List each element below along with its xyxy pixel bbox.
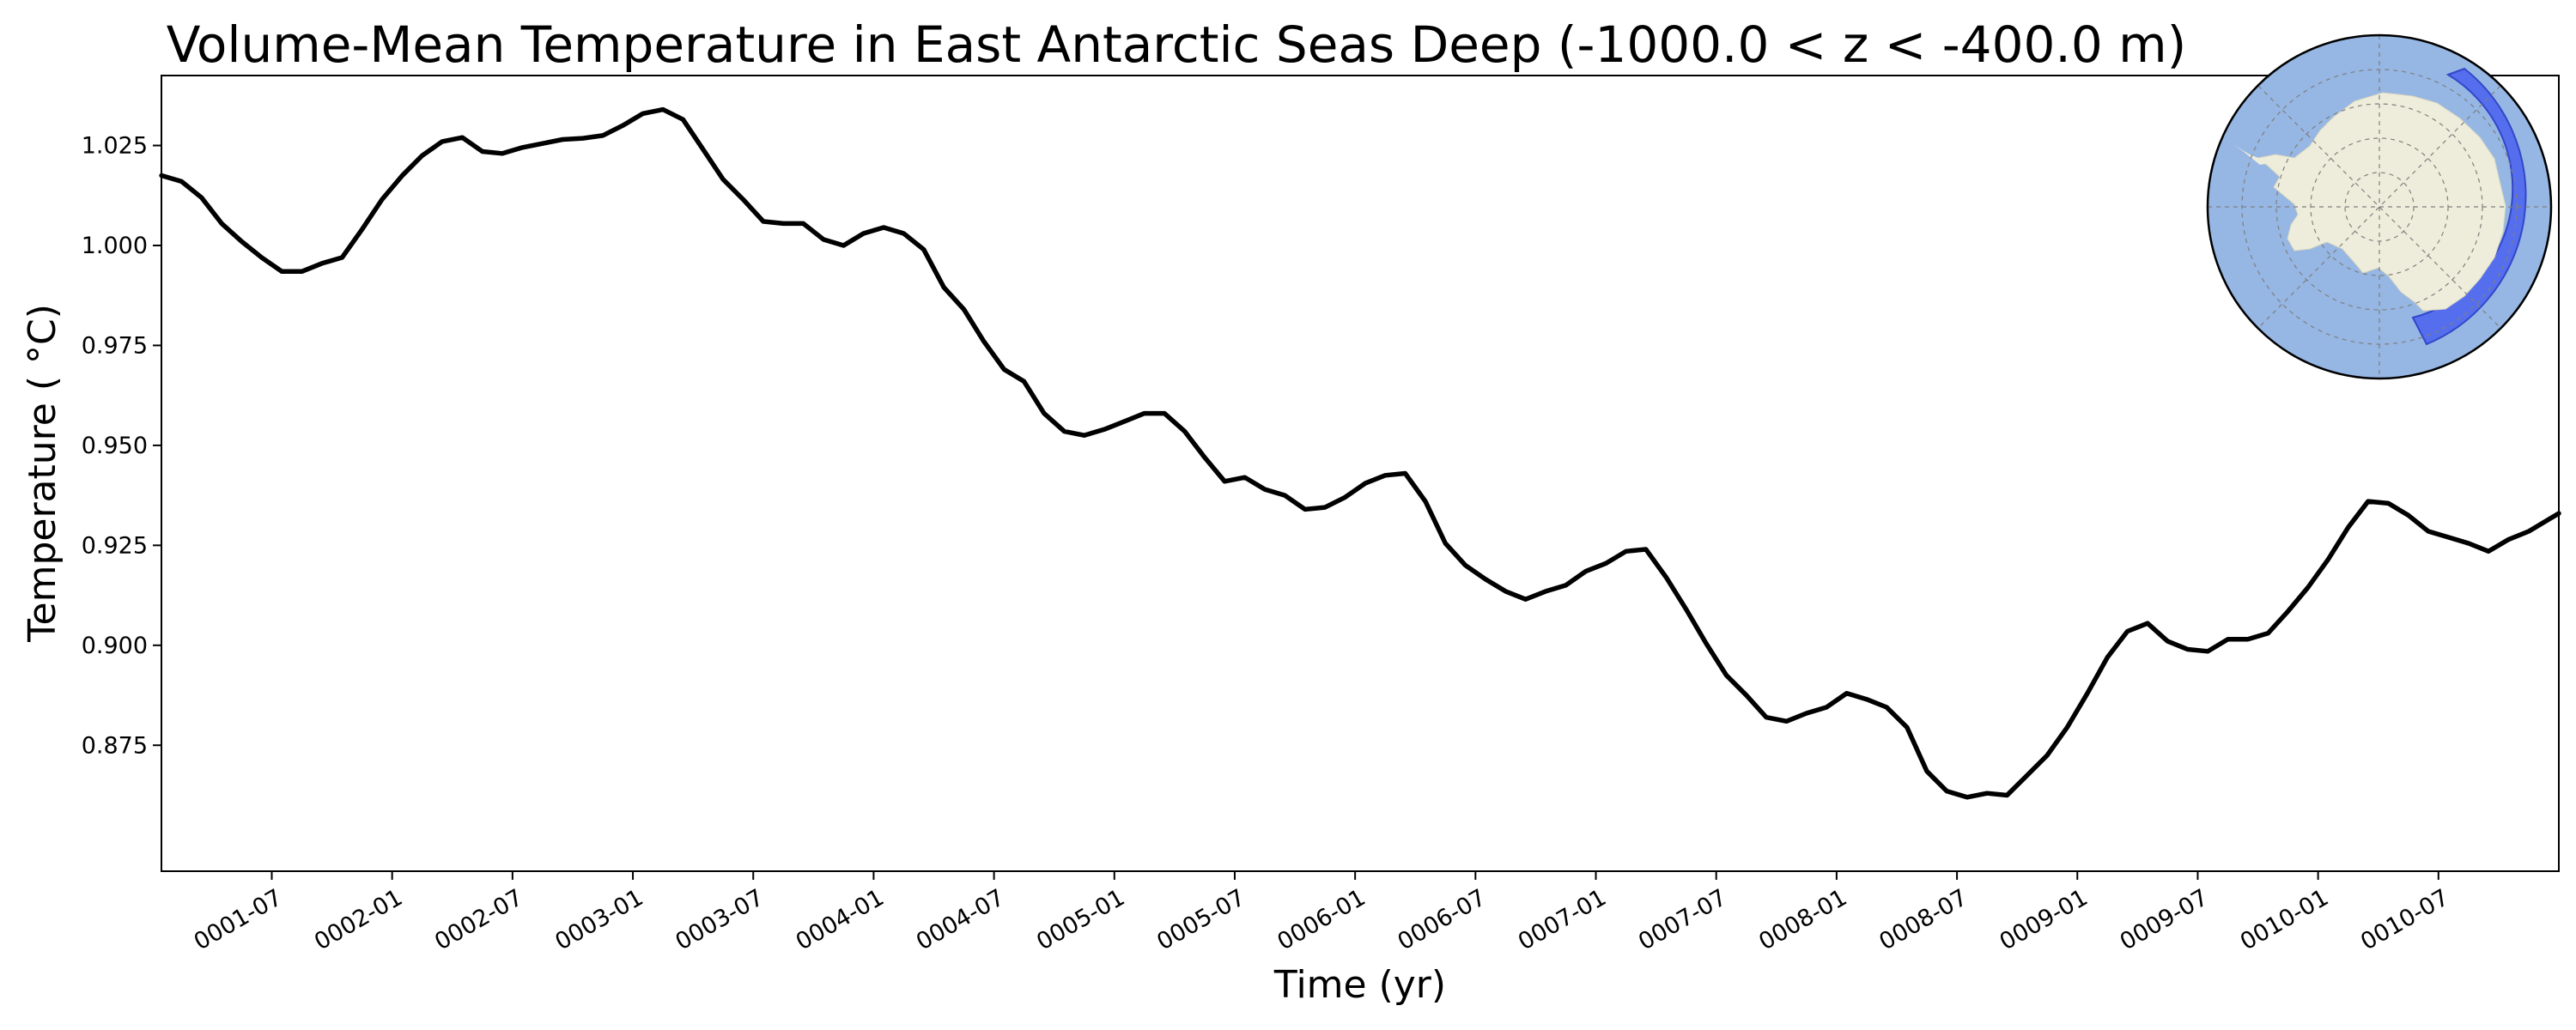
x-tick-label: 0007-07 <box>1634 884 1731 955</box>
x-tick-label: 0002-01 <box>310 884 407 955</box>
y-axis-label: Temperature ( °C) <box>21 304 64 643</box>
y-tick-label: 0.900 <box>82 633 148 659</box>
x-tick-label: 0003-01 <box>550 884 647 955</box>
x-tick-label: 0002-07 <box>430 884 527 955</box>
inset-map-antarctica <box>2206 33 2553 380</box>
inset-region-east-antarctic-seas <box>2411 67 2527 346</box>
y-tick-label: 0.925 <box>82 532 148 559</box>
x-tick-label: 0003-07 <box>671 884 769 955</box>
x-tick-label: 0004-01 <box>792 884 889 955</box>
x-axis: 0001-07 0002-01 0002-07 0003-01 0003-07 0004-… <box>190 871 2453 955</box>
y-tick-label: 1.000 <box>82 233 148 259</box>
x-axis-label: Time (yr) <box>1273 963 1446 1007</box>
y-tick-label: 0.875 <box>82 732 148 759</box>
y-axis: 0.875 0.900 0.925 0.950 0.975 1.000 1.025 <box>82 133 161 759</box>
inset-gridlines <box>2208 35 2551 379</box>
x-tick-label: 0009-01 <box>1996 884 2093 955</box>
x-tick-label: 0001-07 <box>190 884 287 955</box>
x-tick-label: 0010-07 <box>2356 884 2453 955</box>
x-tick-label: 0007-01 <box>1514 884 1611 955</box>
x-tick-label: 0010-01 <box>2236 884 2333 955</box>
x-tick-label: 0004-07 <box>912 884 1009 955</box>
chart-title: Volume-Mean Temperature in East Antarcti… <box>167 15 2187 74</box>
inset-land-peninsula <box>2233 144 2271 165</box>
x-tick-label: 0005-07 <box>1152 884 1249 955</box>
y-tick-label: 0.975 <box>82 332 148 359</box>
x-tick-label: 0005-01 <box>1032 884 1129 955</box>
x-tick-label: 0008-01 <box>1754 884 1851 955</box>
x-tick-label: 0008-07 <box>1874 884 1971 955</box>
series-layer <box>159 106 2561 800</box>
x-tick-label: 0009-07 <box>2116 884 2213 955</box>
y-tick-label: 0.950 <box>82 433 148 459</box>
y-tick-label: 1.025 <box>82 133 148 160</box>
series-line <box>159 106 2561 800</box>
x-tick-label: 0006-07 <box>1394 884 1491 955</box>
x-tick-label: 0006-01 <box>1273 884 1370 955</box>
plot-frame <box>161 75 2560 872</box>
inset-outline <box>2206 33 2553 380</box>
